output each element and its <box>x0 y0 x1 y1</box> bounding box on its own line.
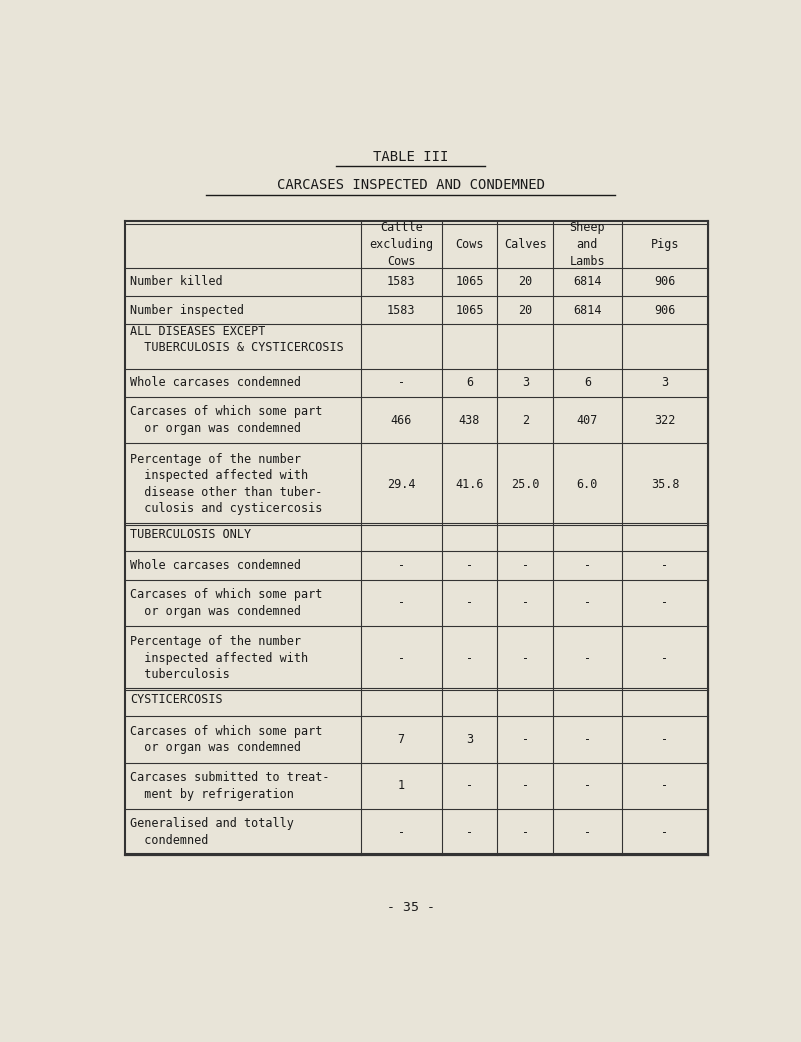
Text: Whole carcases condemned: Whole carcases condemned <box>130 560 301 572</box>
Text: Carcases submitted to treat-
  ment by refrigeration: Carcases submitted to treat- ment by ref… <box>130 771 329 800</box>
Text: CARCASES INSPECTED AND CONDEMNED: CARCASES INSPECTED AND CONDEMNED <box>276 178 545 192</box>
Text: 3: 3 <box>466 734 473 746</box>
Text: -: - <box>521 825 529 839</box>
Text: Cows: Cows <box>455 238 484 251</box>
Text: -: - <box>662 596 669 610</box>
Text: -: - <box>397 376 405 390</box>
Text: Number killed: Number killed <box>130 275 223 289</box>
Text: 41.6: 41.6 <box>455 477 484 491</box>
Text: -: - <box>521 560 529 572</box>
Text: -: - <box>662 779 669 792</box>
Text: -: - <box>397 825 405 839</box>
Text: -: - <box>662 734 669 746</box>
Text: 25.0: 25.0 <box>511 477 540 491</box>
Text: Pigs: Pigs <box>650 238 679 251</box>
Text: 6: 6 <box>466 376 473 390</box>
Text: 466: 466 <box>391 414 412 426</box>
Text: 20: 20 <box>518 275 533 289</box>
Text: -: - <box>466 779 473 792</box>
Text: Generalised and totally
  condemned: Generalised and totally condemned <box>130 817 294 847</box>
Text: -: - <box>397 560 405 572</box>
Text: Percentage of the number
  inspected affected with
  disease other than tuber-
 : Percentage of the number inspected affec… <box>130 453 322 516</box>
Text: TABLE III: TABLE III <box>372 150 449 165</box>
Text: -: - <box>466 596 473 610</box>
Text: -: - <box>584 651 591 665</box>
Text: 1065: 1065 <box>455 275 484 289</box>
Text: Sheep
and
Lambs: Sheep and Lambs <box>570 221 606 268</box>
Text: -: - <box>397 596 405 610</box>
Text: 6: 6 <box>584 376 591 390</box>
Text: -: - <box>466 825 473 839</box>
Text: -: - <box>584 596 591 610</box>
Text: -: - <box>466 560 473 572</box>
Text: -: - <box>584 560 591 572</box>
Text: 29.4: 29.4 <box>387 477 416 491</box>
Text: 322: 322 <box>654 414 676 426</box>
Text: -: - <box>397 651 405 665</box>
Text: Number inspected: Number inspected <box>130 304 244 317</box>
Text: 1583: 1583 <box>387 304 416 317</box>
Text: 6.0: 6.0 <box>577 477 598 491</box>
Text: -: - <box>584 734 591 746</box>
Text: Calves: Calves <box>504 238 547 251</box>
Text: 2: 2 <box>521 414 529 426</box>
Text: -: - <box>466 651 473 665</box>
Text: Whole carcases condemned: Whole carcases condemned <box>130 376 301 390</box>
Text: -: - <box>521 651 529 665</box>
Text: - 35 -: - 35 - <box>387 901 434 914</box>
Text: 3: 3 <box>521 376 529 390</box>
Text: -: - <box>662 560 669 572</box>
Text: -: - <box>584 779 591 792</box>
Text: -: - <box>584 825 591 839</box>
Text: -: - <box>521 779 529 792</box>
Text: TUBERCULOSIS ONLY: TUBERCULOSIS ONLY <box>130 528 251 541</box>
Text: -: - <box>521 734 529 746</box>
Text: -: - <box>662 825 669 839</box>
Text: 6814: 6814 <box>574 275 602 289</box>
Text: Cattle
excluding
Cows: Cattle excluding Cows <box>369 221 433 268</box>
Text: 407: 407 <box>577 414 598 426</box>
Text: CYSTICERCOSIS: CYSTICERCOSIS <box>130 693 223 705</box>
Text: 1: 1 <box>397 779 405 792</box>
Text: 1583: 1583 <box>387 275 416 289</box>
Text: 7: 7 <box>397 734 405 746</box>
Text: Percentage of the number
  inspected affected with
  tuberculosis: Percentage of the number inspected affec… <box>130 636 308 681</box>
Text: Carcases of which some part
  or organ was condemned: Carcases of which some part or organ was… <box>130 725 322 754</box>
Text: 3: 3 <box>662 376 669 390</box>
Text: 20: 20 <box>518 304 533 317</box>
Text: 35.8: 35.8 <box>650 477 679 491</box>
Text: 906: 906 <box>654 275 676 289</box>
Text: -: - <box>521 596 529 610</box>
Text: Carcases of which some part
  or organ was condemned: Carcases of which some part or organ was… <box>130 405 322 435</box>
Text: 6814: 6814 <box>574 304 602 317</box>
Text: ALL DISEASES EXCEPT
  TUBERCULOSIS & CYSTICERCOSIS: ALL DISEASES EXCEPT TUBERCULOSIS & CYSTI… <box>130 325 344 354</box>
Text: Carcases of which some part
  or organ was condemned: Carcases of which some part or organ was… <box>130 589 322 618</box>
Text: 906: 906 <box>654 304 676 317</box>
Text: 1065: 1065 <box>455 304 484 317</box>
Text: 438: 438 <box>459 414 480 426</box>
Text: -: - <box>662 651 669 665</box>
